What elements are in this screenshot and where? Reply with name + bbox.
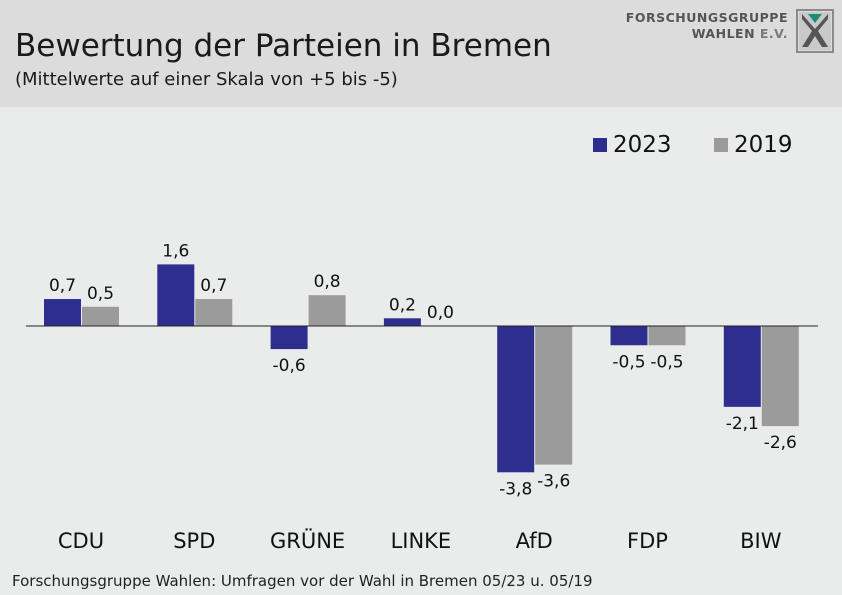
logo-line-2: WAHLEN E.V. bbox=[691, 26, 788, 41]
legend-swatch-2019 bbox=[714, 138, 728, 152]
value-label-2019-fdp: -0,5 bbox=[650, 352, 683, 372]
bar-2019-afd bbox=[535, 326, 573, 465]
logo-line-1: FORSCHUNGSGRUPPE bbox=[625, 10, 788, 25]
bar-2023-spd bbox=[157, 264, 195, 326]
header-band bbox=[0, 0, 842, 107]
value-label-2019-cdu: 0,5 bbox=[87, 284, 114, 304]
category-label-cdu: CDU bbox=[58, 529, 104, 553]
value-label-2019-linke: 0,0 bbox=[427, 303, 454, 323]
bar-2023-fdp bbox=[610, 326, 648, 346]
value-label-2019-spd: 0,7 bbox=[200, 276, 227, 296]
category-label-grüne: GRÜNE bbox=[270, 528, 345, 553]
category-label-afd: AfD bbox=[516, 529, 553, 553]
value-label-2023-biw: -2,1 bbox=[726, 414, 759, 434]
value-label-2019-afd: -3,6 bbox=[537, 472, 570, 492]
bar-2019-cdu bbox=[82, 306, 119, 326]
logo-text: FORSCHUNGSGRUPPE WAHLEN E.V. bbox=[626, 10, 788, 42]
bar-2023-afd bbox=[497, 326, 535, 473]
value-label-2019-grüne: 0,8 bbox=[314, 272, 341, 292]
value-label-2023-fdp: -0,5 bbox=[612, 352, 645, 372]
value-label-2023-cdu: 0,7 bbox=[49, 276, 76, 296]
bar-2023-cdu bbox=[44, 299, 81, 326]
bar-2023-grüne bbox=[270, 326, 308, 350]
legend-label-2023: 2023 bbox=[613, 132, 672, 158]
legend-label-2019: 2019 bbox=[734, 132, 793, 158]
value-label-2023-spd: 1,6 bbox=[162, 241, 189, 261]
chart-title: Bewertung der Parteien in Bremen bbox=[15, 28, 552, 64]
category-label-spd: SPD bbox=[173, 529, 215, 553]
bar-2019-spd bbox=[195, 299, 233, 326]
bar-2019-biw bbox=[761, 326, 799, 427]
logo-x-icon bbox=[796, 9, 834, 53]
category-label-fdp: FDP bbox=[627, 529, 668, 553]
bar-2019-grüne bbox=[308, 295, 346, 326]
value-label-2023-afd: -3,8 bbox=[499, 479, 532, 499]
legend-item-2023: 2023 bbox=[593, 132, 672, 158]
source-note: Forschungsgruppe Wahlen: Umfragen vor de… bbox=[12, 572, 593, 590]
bar-2023-biw bbox=[723, 326, 761, 407]
value-label-2019-biw: -2,6 bbox=[764, 433, 797, 453]
legend-item-2019: 2019 bbox=[714, 132, 793, 158]
value-label-2023-grüne: -0,6 bbox=[273, 356, 306, 376]
category-label-linke: LINKE bbox=[391, 529, 452, 553]
bar-2019-fdp bbox=[648, 326, 686, 346]
bar-2023-linke bbox=[383, 318, 421, 326]
category-label-biw: BIW bbox=[740, 529, 782, 553]
chart-subtitle: (Mittelwerte auf einer Skala von +5 bis … bbox=[15, 69, 398, 90]
value-label-2023-linke: 0,2 bbox=[389, 295, 416, 315]
legend-swatch-2023 bbox=[593, 138, 607, 152]
